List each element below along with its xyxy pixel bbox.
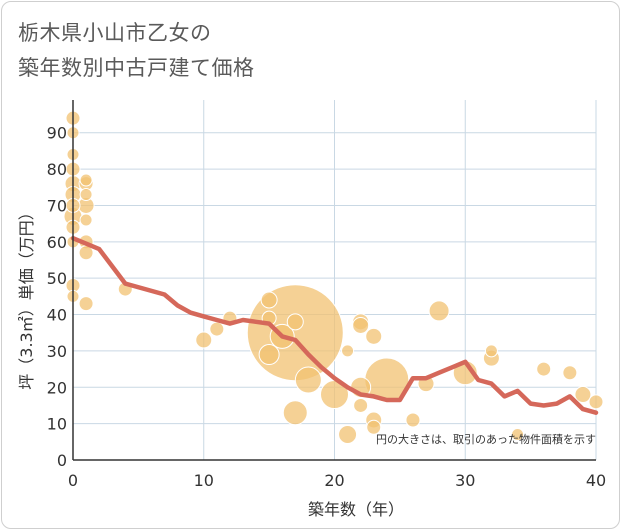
data-bubble bbox=[341, 344, 355, 358]
data-bubble bbox=[209, 321, 225, 337]
x-tick-label: 40 bbox=[586, 471, 606, 490]
data-bubble bbox=[352, 316, 370, 334]
trend-line bbox=[70, 235, 599, 415]
data-bubble bbox=[286, 313, 304, 331]
data-bubble bbox=[79, 173, 93, 187]
y-tick-label: 60 bbox=[47, 233, 67, 252]
x-tick-label: 0 bbox=[68, 471, 78, 490]
x-axis-label: 築年数（年） bbox=[308, 500, 404, 519]
y-tick-label: 50 bbox=[47, 269, 67, 288]
data-bubble bbox=[338, 425, 358, 445]
chart-title: 栃木県小山市乙女の 築年数別中古戸建て価格 bbox=[18, 16, 255, 86]
data-bubble bbox=[78, 296, 94, 312]
chart-title-line2: 築年数別中古戸建て価格 bbox=[18, 56, 255, 80]
x-tick-label: 10 bbox=[194, 471, 214, 490]
data-bubble bbox=[258, 344, 280, 366]
size-note: 円の大きさは、取引のあった物件面積を示す bbox=[376, 432, 596, 446]
y-tick-label: 0 bbox=[57, 451, 67, 470]
y-tick-label: 30 bbox=[47, 342, 67, 361]
data-bubble bbox=[353, 397, 369, 413]
data-bubble bbox=[562, 365, 578, 381]
y-tick-label: 80 bbox=[47, 160, 67, 179]
x-tick-label: 20 bbox=[324, 471, 344, 490]
data-bubble bbox=[79, 213, 93, 227]
x-tick-label: 30 bbox=[455, 471, 475, 490]
data-bubble bbox=[511, 428, 525, 442]
data-bubble bbox=[536, 361, 552, 377]
data-bubble bbox=[282, 400, 308, 426]
data-bubble bbox=[405, 412, 421, 428]
data-bubble bbox=[574, 386, 592, 404]
bubble-series bbox=[63, 110, 604, 445]
data-bubble bbox=[79, 188, 93, 202]
data-bubble bbox=[428, 300, 450, 322]
data-bubble bbox=[366, 419, 382, 435]
data-bubble bbox=[588, 394, 604, 410]
data-bubble bbox=[294, 366, 322, 394]
data-bubble bbox=[260, 291, 278, 309]
data-bubble bbox=[365, 327, 383, 345]
y-tick-label: 40 bbox=[47, 306, 67, 325]
trend-series bbox=[70, 235, 599, 415]
chart-title-line1: 栃木県小山市乙女の bbox=[18, 21, 212, 45]
data-bubble bbox=[484, 344, 498, 358]
y-tick-label: 20 bbox=[47, 378, 67, 397]
y-tick-label: 90 bbox=[47, 124, 67, 143]
y-axis-label: 坪（3.3㎡）単価（万円） bbox=[17, 204, 36, 389]
y-tick-label: 10 bbox=[47, 415, 67, 434]
data-bubble bbox=[195, 331, 213, 349]
axes: 0 10 20 30 40 50 60 70 80 90 0 10 20 30 40 bbox=[47, 100, 606, 490]
y-tick-label: 70 bbox=[47, 196, 67, 215]
